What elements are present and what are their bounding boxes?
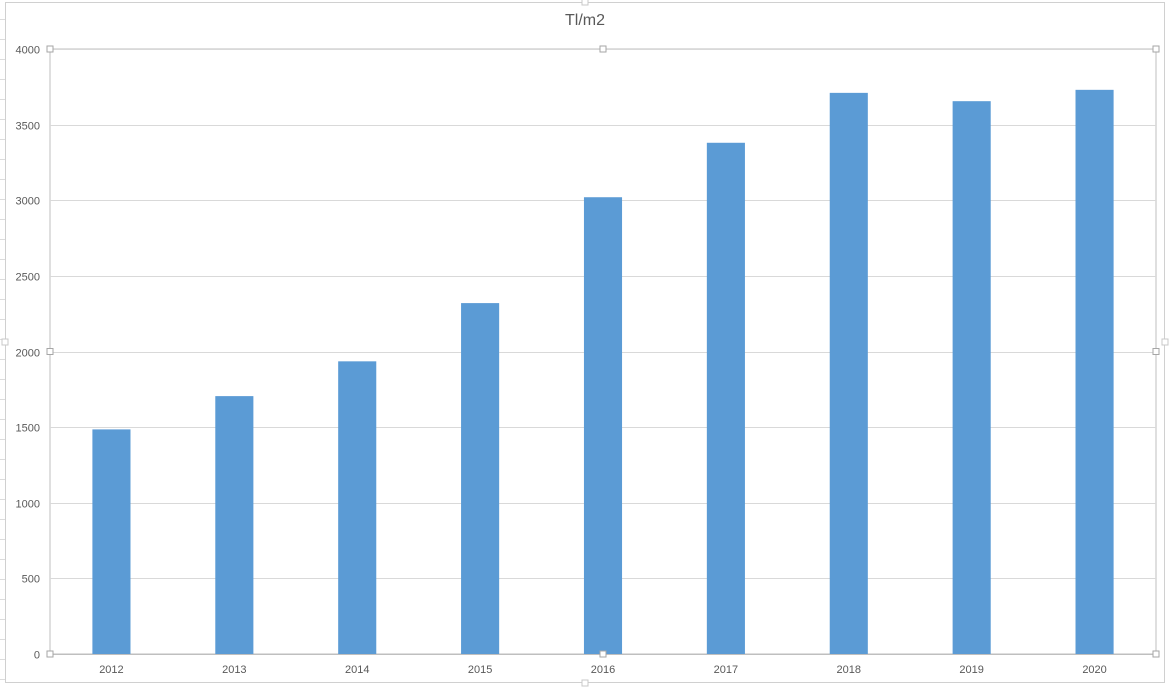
frame-handle[interactable]: [581, 679, 589, 687]
x-tick-label: 2017: [714, 664, 738, 676]
bar[interactable]: [706, 142, 745, 654]
y-tick-label: 2000: [16, 348, 40, 360]
resize-handle[interactable]: [599, 650, 607, 658]
resize-handle[interactable]: [1152, 650, 1160, 658]
resize-handle[interactable]: [46, 45, 54, 53]
x-tick-label: 2015: [468, 664, 492, 676]
bar[interactable]: [92, 429, 131, 654]
resize-handle[interactable]: [46, 650, 54, 658]
bar[interactable]: [829, 92, 868, 655]
y-tick-label: 4000: [16, 45, 40, 57]
y-tick-label: 1000: [16, 499, 40, 511]
frame-handle[interactable]: [1, 338, 9, 346]
bar[interactable]: [215, 396, 254, 654]
y-tick-label: 500: [22, 574, 40, 586]
y-tick-label: 1500: [16, 423, 40, 435]
frame-handle[interactable]: [1161, 338, 1169, 346]
resize-handle[interactable]: [1152, 348, 1160, 355]
x-tick-label: 2012: [99, 664, 123, 676]
bar[interactable]: [338, 361, 377, 654]
bar[interactable]: [461, 303, 500, 654]
x-tick-label: 2018: [837, 664, 861, 676]
x-tick-label: 2020: [1082, 664, 1106, 676]
y-tick-label: 3000: [16, 196, 40, 208]
y-tick-label: 0: [34, 650, 40, 662]
resize-handle[interactable]: [599, 45, 607, 53]
x-tick-label: 2019: [959, 664, 983, 676]
resize-handle[interactable]: [1152, 45, 1160, 53]
frame-handle[interactable]: [581, 0, 589, 6]
chart-title: Tl/m2: [565, 12, 605, 29]
x-tick-label: 2014: [345, 664, 369, 676]
y-tick-label: 2500: [16, 272, 40, 284]
resize-handle[interactable]: [46, 348, 54, 355]
bar[interactable]: [583, 197, 623, 654]
x-tick-label: 2013: [222, 664, 246, 676]
x-tick-label: 2016: [591, 664, 615, 676]
bar[interactable]: [952, 101, 991, 654]
bar[interactable]: [1075, 89, 1114, 654]
y-tick-label: 3500: [16, 121, 40, 133]
